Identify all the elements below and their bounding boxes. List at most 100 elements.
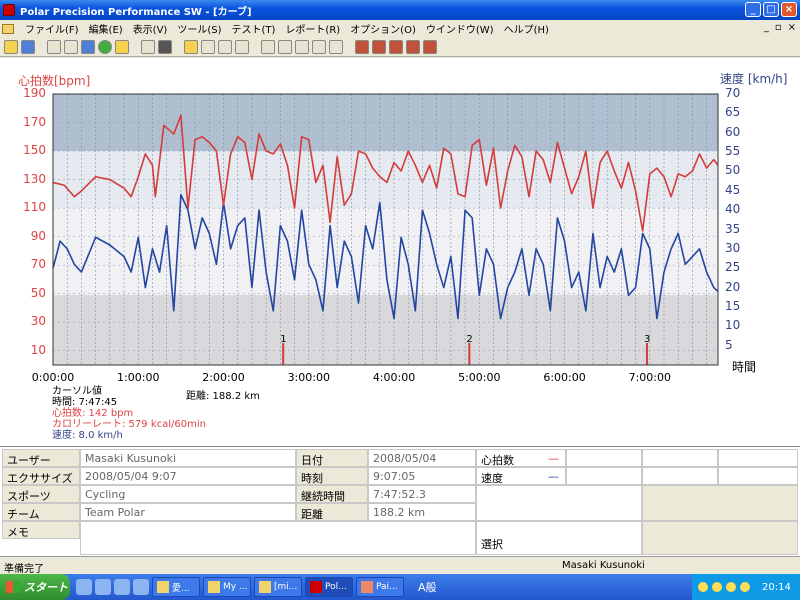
legend-speed[interactable]: 速度 — (476, 467, 566, 485)
quicklaunch-icon-3[interactable] (114, 579, 130, 595)
legend-empty-gray (642, 485, 798, 521)
close-button[interactable]: × (781, 2, 797, 17)
time-label: 時刻 (296, 467, 368, 485)
menu-test[interactable]: テスト(T) (231, 25, 276, 36)
menu-tools[interactable]: ツール(S) (177, 25, 222, 36)
export-icon[interactable] (329, 39, 343, 54)
bar-chart-icon-4[interactable] (406, 39, 420, 54)
left-tick-label: 10 (30, 342, 46, 357)
toolbar (0, 37, 800, 57)
grid-icon[interactable] (235, 39, 249, 54)
right-tick-label: 10 (725, 318, 741, 333)
cursor-time: 時間: 7:47:45 (52, 397, 118, 408)
x-tick-label: 7:00:00 (628, 371, 671, 384)
book-icon[interactable] (158, 39, 172, 54)
window-title: Polar Precision Performance SW - [カーブ] (20, 6, 252, 18)
app-icon (3, 4, 15, 16)
refresh-icon[interactable] (98, 39, 112, 54)
taskbar-item-5[interactable]: Pai... (356, 577, 404, 597)
tray-icon-2[interactable] (712, 582, 722, 592)
bar-chart-icon-3[interactable] (389, 39, 403, 54)
print-icon[interactable] (47, 39, 61, 54)
team-value[interactable]: Team Polar (80, 503, 296, 521)
left-tick-label: 150 (23, 143, 46, 158)
x-tick-label: 4:00:00 (372, 371, 416, 384)
calendar-icon[interactable] (278, 39, 292, 54)
save-icon[interactable] (21, 39, 35, 54)
curve-chart[interactable]: 1 2 3 (0, 58, 800, 446)
taskbar-item-3[interactable]: [mi... (254, 577, 302, 597)
quicklaunch-icon-2[interactable] (95, 579, 111, 595)
user-label: ユーザー (2, 449, 80, 467)
legend-cell (566, 467, 642, 485)
bar-chart-icon-1[interactable] (355, 39, 369, 54)
menu-help[interactable]: ヘルプ(H) (503, 25, 549, 36)
time-value: 9:07:05 (368, 467, 476, 485)
taskbar-item-1[interactable]: 愛... (152, 577, 200, 597)
maximize-button[interactable]: □ (763, 2, 779, 17)
minimize-button[interactable]: _ (745, 2, 761, 17)
menu-file[interactable]: ファイル(F) (25, 25, 79, 36)
text-icon[interactable] (81, 39, 95, 54)
memo-field[interactable] (80, 521, 476, 555)
bar-chart-icon-5[interactable] (423, 39, 437, 54)
menu-window[interactable]: ウインドウ(W) (425, 25, 494, 36)
lap-label: 2 (466, 334, 472, 345)
x-tick-label: 6:00:00 (543, 371, 586, 384)
cursor-calorie: カロリーレート: 579 kcal/60min (52, 419, 206, 430)
view-icon[interactable] (115, 39, 129, 54)
menu-view[interactable]: 表示(V) (132, 25, 168, 36)
lap-label: 3 (644, 334, 650, 345)
start-button[interactable]: スタート (0, 574, 70, 600)
taskbar-item-2[interactable]: My ... (203, 577, 251, 597)
lap-label: 1 (280, 334, 286, 345)
taskbar: スタート 愛... My ... [mi... Pol... Pai... A般… (0, 574, 800, 600)
menu-report[interactable]: レポート(R) (285, 25, 341, 36)
menu-bar: ファイル(F) 編集(E) 表示(V) ツール(S) テスト(T) レポート(R… (0, 20, 800, 37)
print-preview-icon[interactable] (64, 39, 78, 54)
folder-icon[interactable] (184, 39, 198, 54)
open-icon[interactable] (4, 39, 18, 54)
hr-line (52, 114, 719, 232)
right-tick-label: 20 (725, 279, 741, 294)
mdi-minimize-button[interactable]: _ (763, 22, 769, 33)
image-icon[interactable] (295, 39, 309, 54)
right-tick-label: 55 (725, 144, 741, 159)
window-icon[interactable] (141, 39, 155, 54)
quicklaunch-icon-4[interactable] (133, 579, 149, 595)
legend-hr[interactable]: 心拍数 — (476, 449, 566, 467)
left-tick-label: 170 (23, 114, 46, 129)
mdi-close-button[interactable]: × (787, 22, 796, 33)
team-label: チーム (2, 503, 80, 521)
bar-chart-icon-2[interactable] (372, 39, 386, 54)
taskbar-item-label: 愛... (172, 583, 190, 594)
graph-icon[interactable] (201, 39, 215, 54)
table-icon[interactable] (312, 39, 326, 54)
tray-icon-4[interactable] (740, 582, 750, 592)
menu-edit[interactable]: 編集(E) (88, 25, 123, 36)
left-tick-label: 30 (30, 314, 46, 329)
taskbar-item-label: [mi... (274, 582, 298, 592)
x-tick-label: 1:00:00 (117, 371, 160, 384)
time-axis-label: 時間 (732, 360, 757, 374)
left-tick-label: 90 (30, 228, 46, 243)
mdi-restore-button[interactable]: ▫ (774, 22, 782, 33)
sport-value[interactable]: Cycling (80, 485, 296, 503)
ime-indicator[interactable]: A般 (418, 581, 437, 594)
zoom-icon[interactable] (261, 39, 275, 54)
user-value[interactable]: Masaki Kusunoki (80, 449, 296, 467)
plot-frame (52, 93, 719, 366)
select-label[interactable]: 選択 (476, 521, 642, 555)
left-tick-label: 110 (23, 200, 46, 215)
paint-icon (361, 581, 373, 593)
right-tick-label: 50 (725, 163, 741, 178)
exercise-value[interactable]: 2008/05/04 9:07 (80, 467, 296, 485)
quicklaunch-icon-1[interactable] (76, 579, 92, 595)
tray-icon-3[interactable] (726, 582, 736, 592)
tray-icon-1[interactable] (698, 582, 708, 592)
memo-label: メモ (2, 521, 80, 539)
legend-cell (642, 467, 718, 485)
menu-options[interactable]: オプション(O) (350, 25, 416, 36)
taskbar-item-4[interactable]: Pol... (305, 577, 353, 597)
compare-icon[interactable] (218, 39, 232, 54)
